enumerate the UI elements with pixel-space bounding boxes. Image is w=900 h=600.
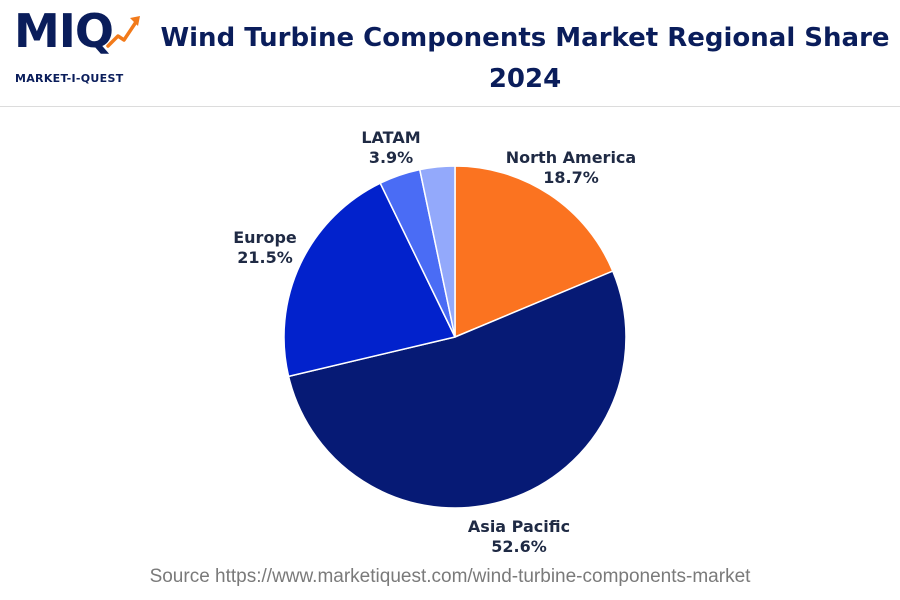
source-citation: Source https://www.marketiquest.com/wind…: [149, 566, 751, 587]
slice-label-asia-pacific: Asia Pacific: [468, 517, 570, 536]
pie-slice-north-america-0: [454, 165, 614, 339]
logo-tagline: MARKET-I-QUEST: [15, 72, 124, 85]
pie-slice-other-4: [418, 165, 456, 338]
slice-value-north-america: 18.7%: [543, 168, 599, 187]
pie-slices: [283, 165, 627, 509]
brand-logo: MIQ MARKET-I-QUEST: [14, 8, 144, 94]
growth-arrow-icon: [106, 16, 140, 48]
slice-value-europe: 21.5%: [237, 248, 293, 267]
slice-value-asia-pacific: 52.6%: [491, 537, 547, 556]
logo-mark: MIQ: [14, 4, 114, 58]
header-divider: [0, 106, 900, 107]
slice-label-europe: Europe: [233, 228, 297, 247]
pie-slice-asia-pacific-1: [287, 270, 627, 509]
slice-label-latam: LATAM: [361, 128, 420, 147]
page-title: Wind Turbine Components Market Regional …: [160, 23, 890, 94]
pie-slice-europe-2: [283, 182, 457, 378]
slice-label-north-america: North America: [506, 148, 636, 167]
slice-value-latam: 3.9%: [369, 148, 413, 167]
